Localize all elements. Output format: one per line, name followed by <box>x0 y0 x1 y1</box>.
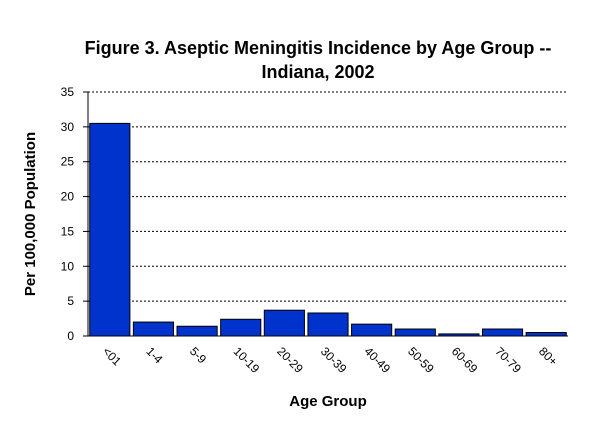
x-tick-label: 60-69 <box>449 344 481 376</box>
bar <box>132 321 175 337</box>
chart-title: Figure 3. Aseptic Meningitis Incidence b… <box>85 38 552 58</box>
y-tick-label: 20 <box>61 190 75 204</box>
bar <box>481 328 524 337</box>
bar <box>220 318 262 337</box>
bar <box>351 323 393 337</box>
x-tick-label: 50-59 <box>405 344 437 376</box>
y-tick-label: 0 <box>67 329 74 343</box>
bar <box>394 328 436 337</box>
bar <box>89 122 131 337</box>
bar <box>307 312 349 337</box>
y-tick-label: 35 <box>61 85 75 99</box>
y-tick-label: 25 <box>61 155 75 169</box>
x-axis-title: Age Group <box>289 393 367 410</box>
x-tick-label: 80+ <box>536 344 560 368</box>
bar <box>263 309 305 337</box>
bar <box>525 332 567 337</box>
x-tick-label: 30-39 <box>318 344 350 376</box>
y-tick-label: 15 <box>61 224 75 238</box>
x-tick-label: <01 <box>100 344 125 369</box>
y-tick-label: 10 <box>61 259 75 273</box>
x-tick-label: 20-29 <box>274 344 306 376</box>
x-tick-label: 70-79 <box>492 344 524 376</box>
x-tick-label: 40-49 <box>362 344 394 376</box>
y-tick-label: 5 <box>67 294 74 308</box>
x-tick-label: 10-19 <box>231 344 263 376</box>
y-axis-title: Per 100,000 Population <box>22 132 39 296</box>
x-tick-label: 1-4 <box>143 344 165 366</box>
bar <box>176 325 218 337</box>
x-tick-label: 5-9 <box>187 344 209 366</box>
chart-title: Indiana, 2002 <box>261 62 374 82</box>
bar <box>438 333 480 337</box>
y-tick-label: 30 <box>61 120 75 134</box>
